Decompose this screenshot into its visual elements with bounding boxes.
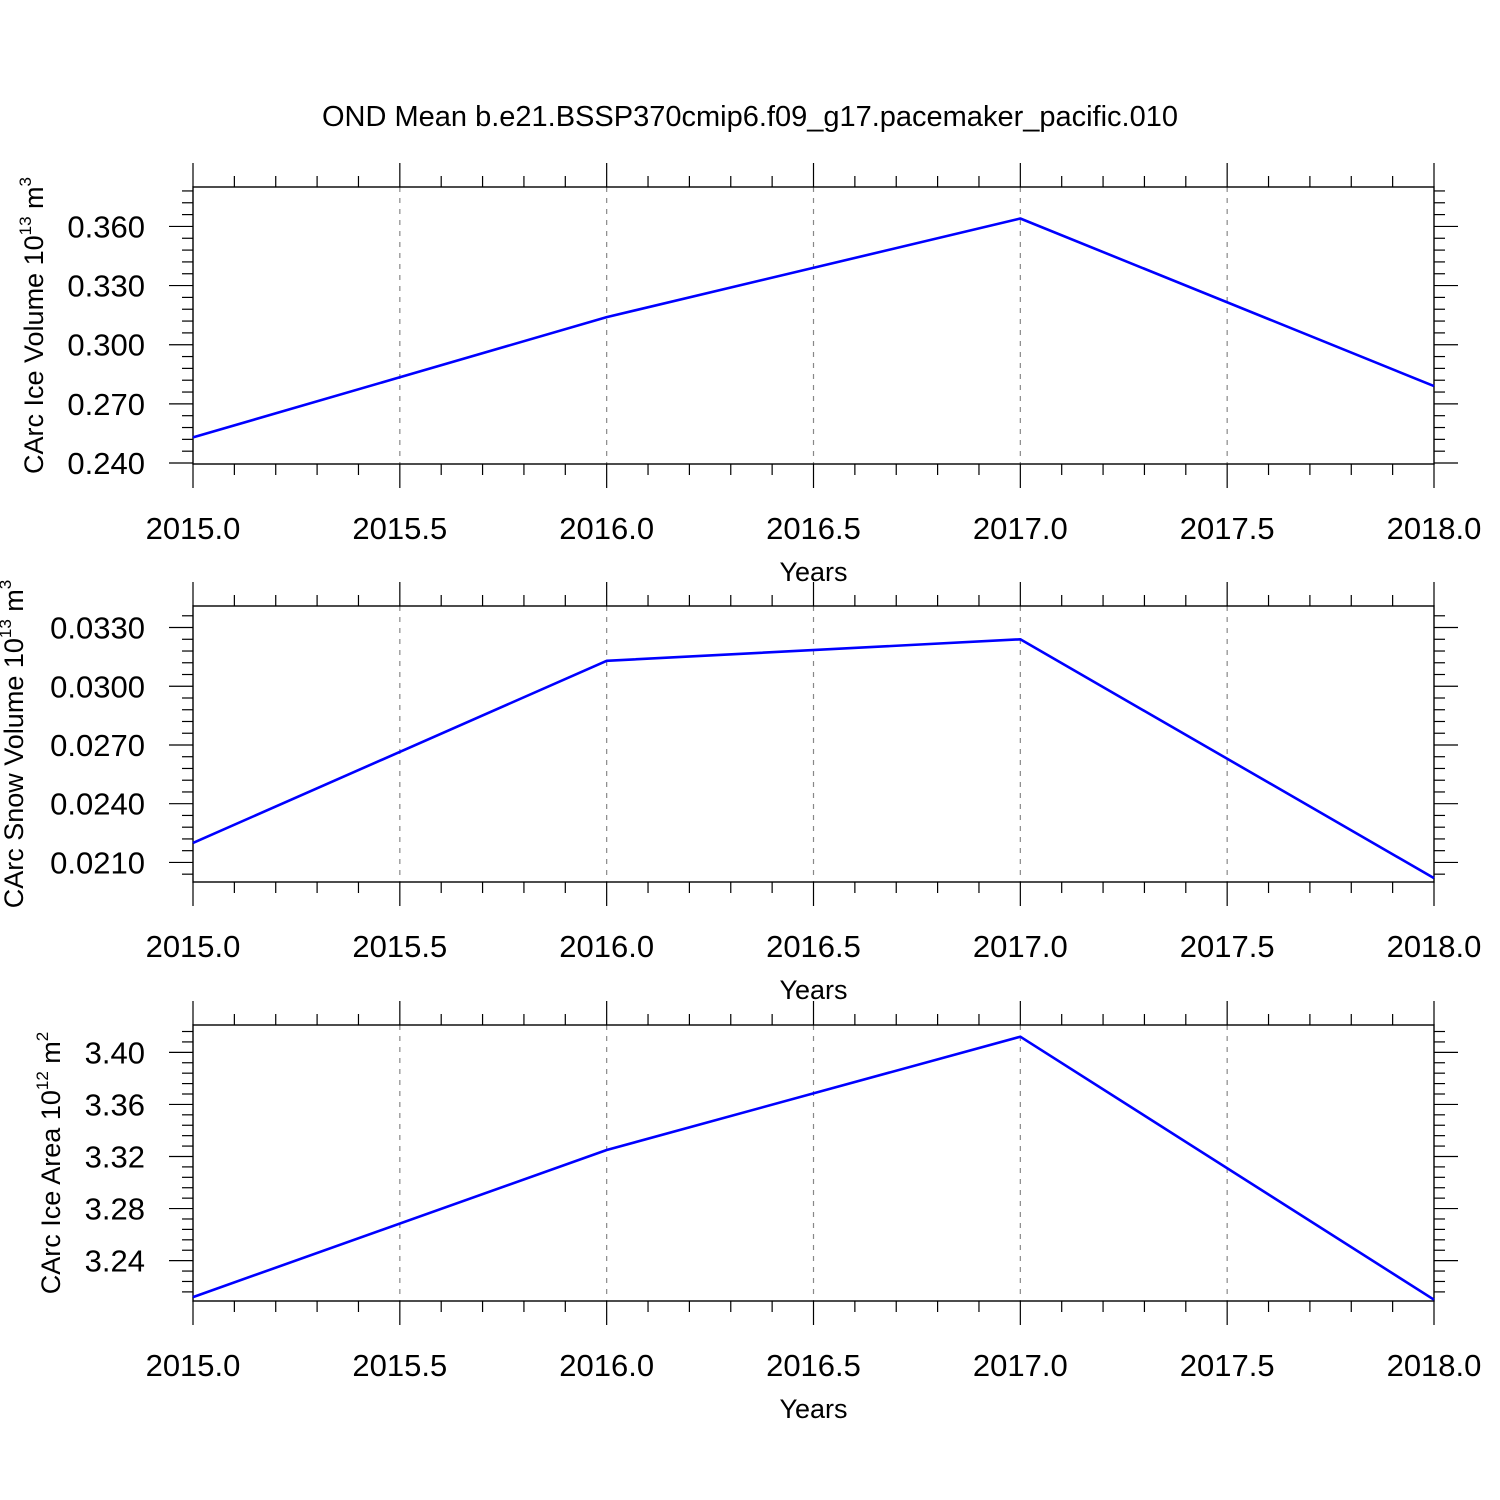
y-tick-label: 3.36 bbox=[85, 1087, 145, 1122]
figure-title: OND Mean b.e21.BSSP370cmip6.f09_g17.pace… bbox=[322, 101, 1178, 133]
y-axis-label-unit-exponent: 3 bbox=[0, 580, 15, 589]
x-axis-label: Years bbox=[779, 975, 847, 1005]
y-tick-label: 3.32 bbox=[85, 1139, 145, 1174]
x-tick-label: 2017.0 bbox=[973, 1348, 1068, 1383]
x-tick-label: 2015.5 bbox=[352, 1348, 447, 1383]
series-line bbox=[192, 637, 1435, 880]
x-tick-label: 2017.0 bbox=[973, 511, 1068, 546]
x-tick-label: 2018.0 bbox=[1387, 1348, 1482, 1383]
y-tick-label: 0.0210 bbox=[50, 845, 145, 880]
y-axis-label-text: CArc Ice Volume 10 bbox=[19, 235, 49, 474]
x-tick-label: 2018.0 bbox=[1387, 929, 1482, 964]
y-axis-label: CArc Ice Area 1012 m2 bbox=[33, 1032, 66, 1295]
y-tick-label: 0.0300 bbox=[50, 669, 145, 704]
series-line bbox=[192, 217, 1435, 439]
x-tick-label: 2018.0 bbox=[1387, 511, 1482, 546]
x-tick-label: 2015.5 bbox=[352, 929, 447, 964]
y-tick-label: 0.270 bbox=[67, 387, 145, 422]
x-tick-label: 2015.0 bbox=[146, 511, 241, 546]
y-axis-label-exponent: 13 bbox=[0, 619, 15, 638]
y-tick-label: 3.24 bbox=[85, 1244, 145, 1279]
chart-panels: 2015.0 2015.5 2016.0 2016.5 2017.0 2017.5 2018… bbox=[0, 163, 1481, 1424]
y-axis-label-exponent: 13 bbox=[16, 216, 35, 235]
x-tick-label: 2016.5 bbox=[766, 1348, 861, 1383]
x-tick-label: 2015.0 bbox=[146, 929, 241, 964]
series-line bbox=[192, 1035, 1435, 1301]
y-tick-label: 0.330 bbox=[67, 269, 145, 304]
y-tick-label: 0.0330 bbox=[50, 611, 145, 646]
y-axis-label: CArc Ice Volume 1013 m3 bbox=[16, 177, 49, 474]
y-axis-label-unit: m bbox=[36, 1041, 66, 1071]
y-axis-label-unit-exponent: 2 bbox=[33, 1032, 52, 1041]
y-tick-label: 3.40 bbox=[85, 1035, 145, 1070]
chart-panel-3: 2015.0 2015.5 2016.0 2016.5 2017.0 2017.5 2018… bbox=[33, 1001, 1481, 1424]
x-tick-label: 2017.0 bbox=[973, 929, 1068, 964]
x-tick-label: 2016.5 bbox=[766, 511, 861, 546]
x-tick-label: 2016.0 bbox=[559, 1348, 654, 1383]
x-tick-label: 2016.5 bbox=[766, 929, 861, 964]
x-axis-label: Years bbox=[779, 1394, 847, 1424]
y-axis-label-unit-exponent: 3 bbox=[16, 177, 35, 186]
x-tick-label: 2015.0 bbox=[146, 1348, 241, 1383]
y-axis-label: CArc Snow Volume 1013 m3 bbox=[0, 580, 29, 909]
y-axis-label-text: CArc Ice Area 10 bbox=[36, 1090, 66, 1294]
x-tick-label: 2016.0 bbox=[559, 929, 654, 964]
x-tick-label: 2015.5 bbox=[352, 511, 447, 546]
y-tick-label: 0.360 bbox=[67, 209, 145, 244]
chart-panel-1: 2015.0 2015.5 2016.0 2016.5 2017.0 2017.5 2018… bbox=[16, 163, 1481, 587]
y-tick-label: 0.240 bbox=[67, 446, 145, 481]
y-tick-label: 0.0240 bbox=[50, 787, 145, 822]
y-axis-label-unit: m bbox=[19, 186, 49, 216]
y-tick-label: 3.28 bbox=[85, 1192, 145, 1227]
chart-panel-2: 2015.0 2015.5 2016.0 2016.5 2017.0 2017.5 2018… bbox=[0, 580, 1481, 1005]
x-tick-label: 2016.0 bbox=[559, 511, 654, 546]
x-tick-label: 2017.5 bbox=[1180, 1348, 1275, 1383]
y-axis-label-exponent: 12 bbox=[33, 1071, 52, 1090]
y-tick-label: 0.300 bbox=[67, 328, 145, 363]
y-axis-label-text: CArc Snow Volume 10 bbox=[0, 638, 29, 908]
y-axis-label-unit: m bbox=[0, 589, 29, 619]
x-tick-label: 2017.5 bbox=[1180, 929, 1275, 964]
y-tick-label: 0.0270 bbox=[50, 728, 145, 763]
x-tick-label: 2017.5 bbox=[1180, 511, 1275, 546]
